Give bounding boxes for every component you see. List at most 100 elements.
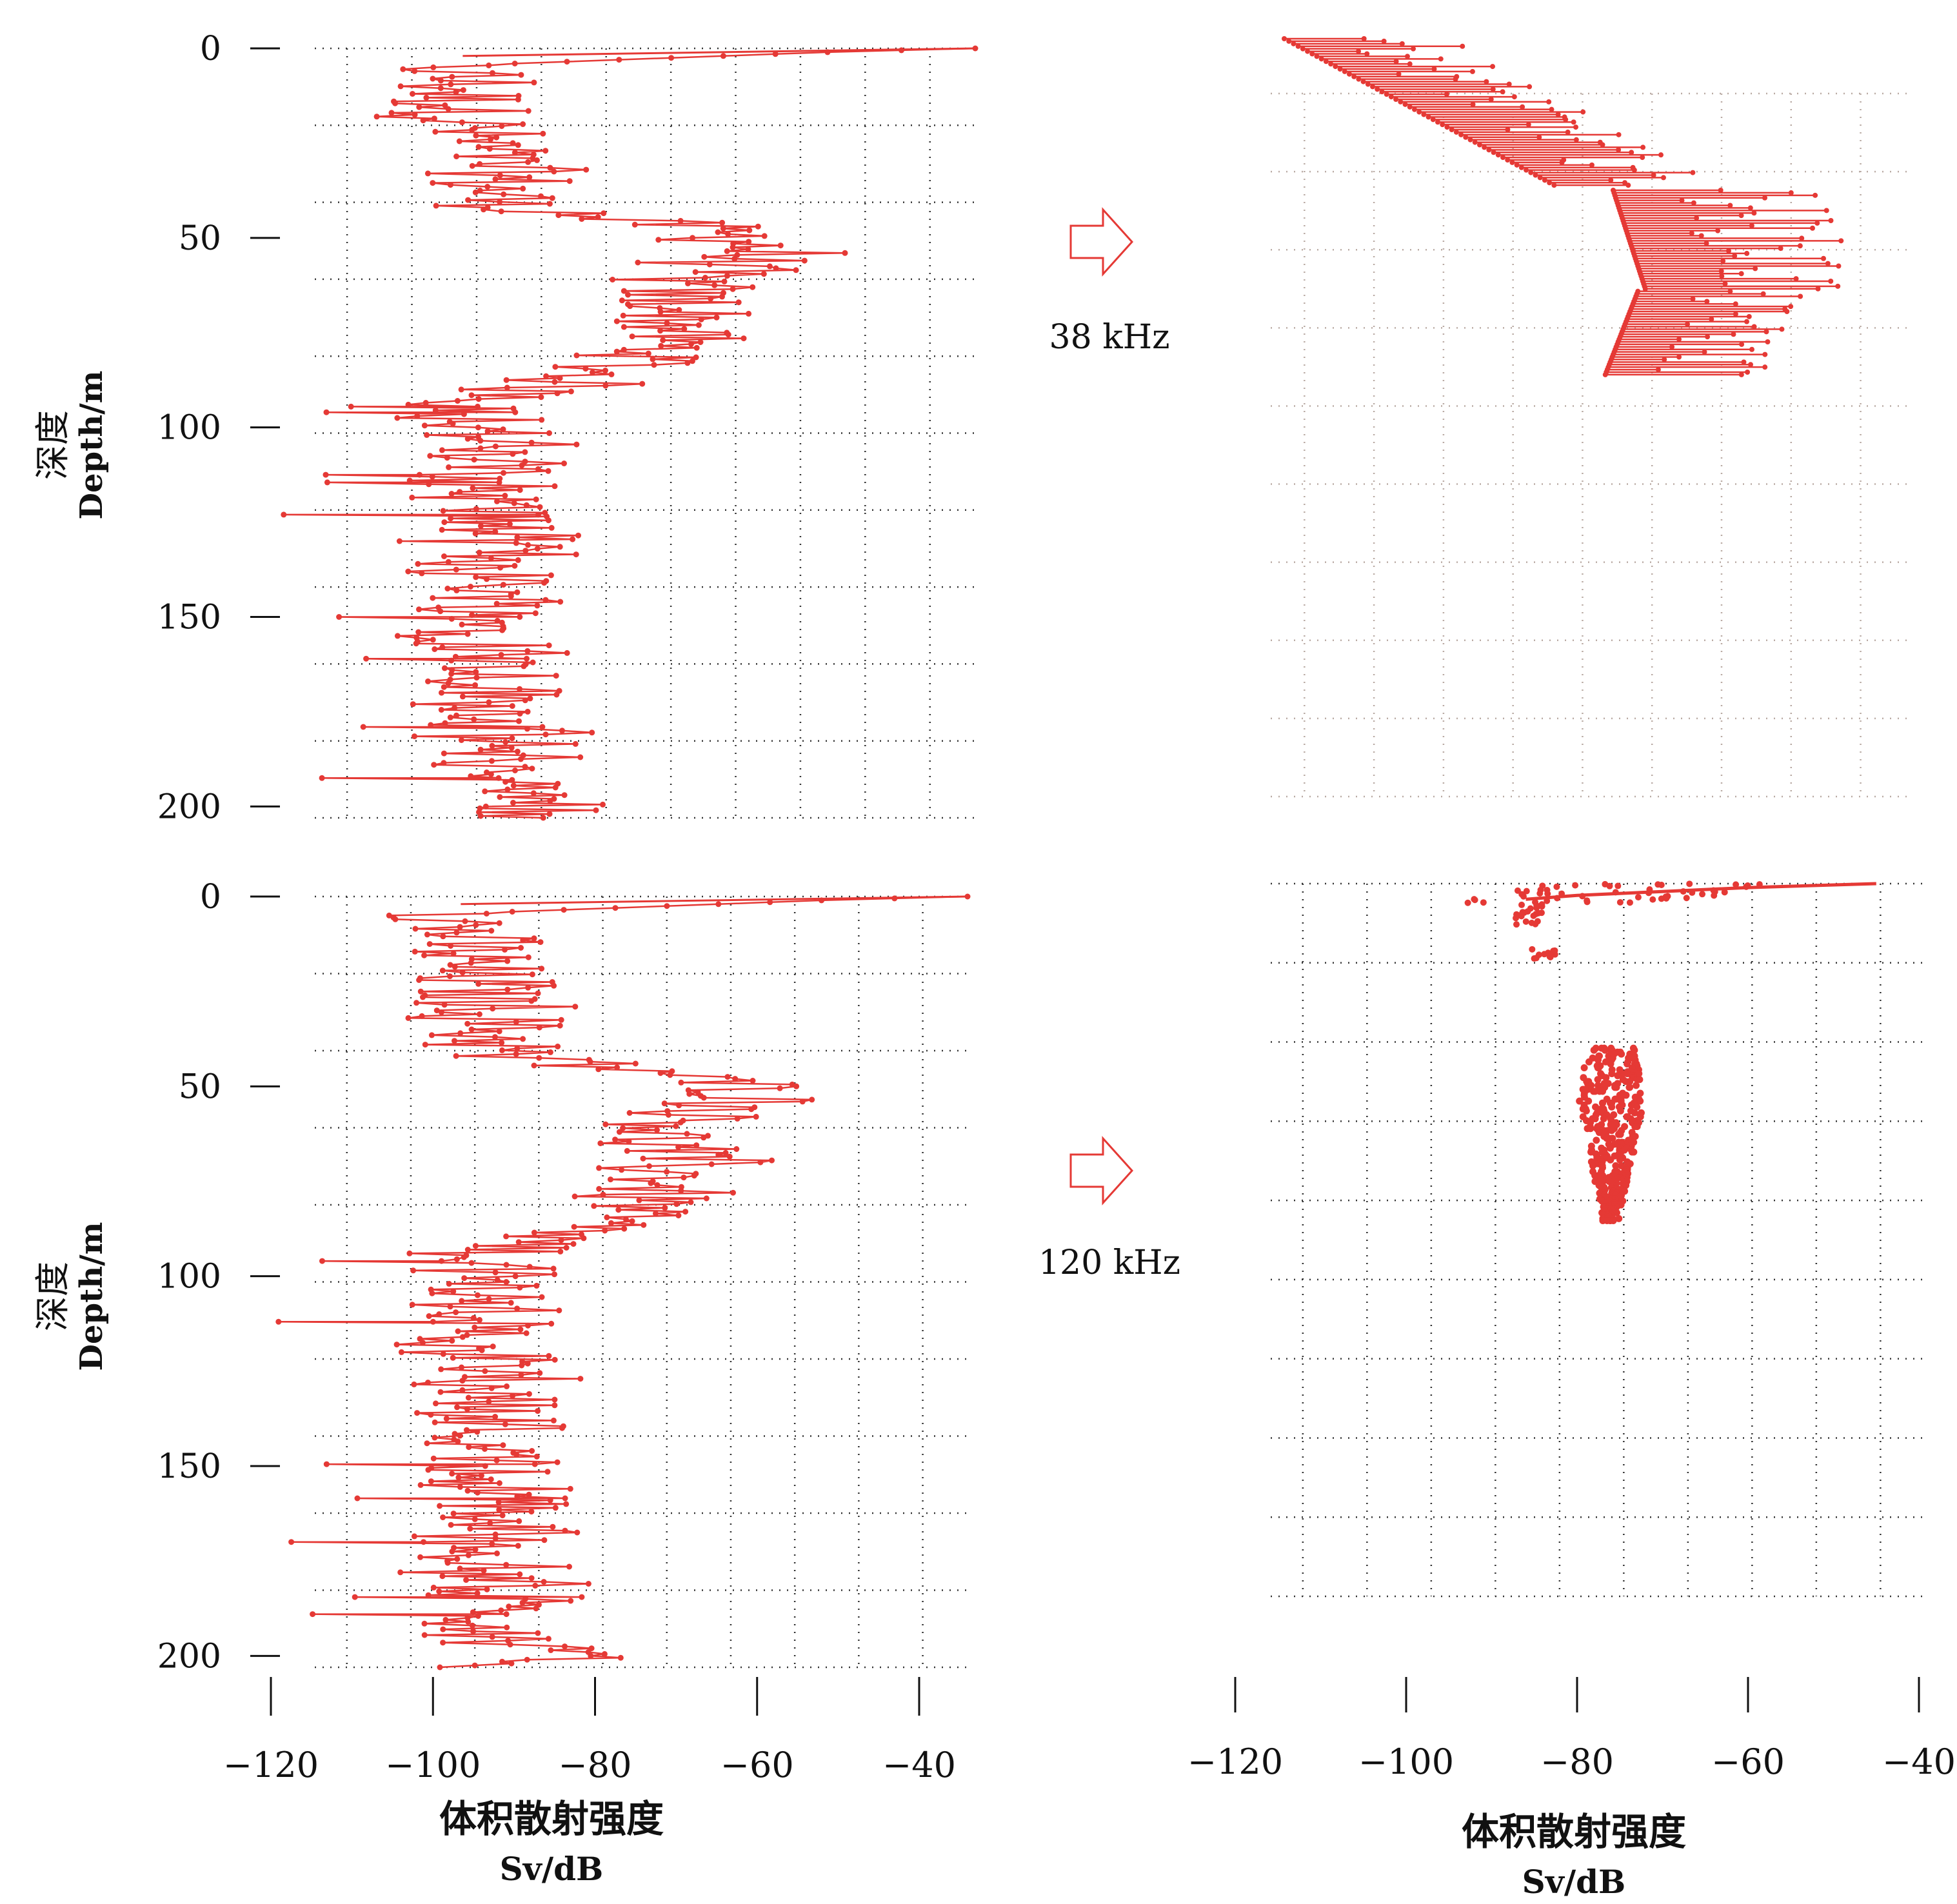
data-point (486, 1296, 492, 1302)
data-point (693, 1142, 700, 1149)
data-point (1660, 175, 1666, 181)
data-point (645, 350, 651, 357)
data-point (665, 1112, 671, 1118)
data-point (412, 948, 418, 955)
data-point (1411, 106, 1417, 112)
data-point (515, 1239, 522, 1245)
data-point (502, 739, 509, 745)
data-point (538, 394, 544, 401)
data-point (1636, 1097, 1644, 1105)
data-point (507, 1641, 513, 1648)
data-point (459, 969, 466, 976)
data-point (433, 1400, 439, 1407)
data-point (1554, 895, 1561, 902)
data-point (551, 1271, 557, 1278)
data-point (406, 477, 413, 484)
data-point (1482, 144, 1487, 150)
data-point (629, 1218, 635, 1224)
data-point (475, 980, 482, 987)
data-point (1404, 54, 1410, 59)
chart-bottom-left: 0 50 100 150 200 −120 −100 −80 −60 −40 (157, 878, 971, 1785)
data-point (474, 1489, 481, 1496)
data-point (495, 775, 502, 781)
data-point (531, 1229, 537, 1236)
data-point (470, 1628, 476, 1634)
data-point (1458, 132, 1464, 137)
data-point (488, 555, 494, 561)
data-point (1751, 210, 1757, 216)
data-point (635, 259, 641, 266)
data-point (587, 1058, 593, 1065)
data-point (577, 754, 584, 760)
data-point (524, 726, 530, 732)
data-point (546, 430, 552, 436)
data-point (583, 166, 590, 173)
data-point (619, 1167, 625, 1173)
data-point (440, 1626, 446, 1632)
data-point (621, 324, 627, 330)
data-point (551, 379, 558, 385)
data-point (459, 1364, 464, 1371)
data-point (600, 1191, 606, 1198)
data-point (700, 1135, 707, 1141)
data-point (529, 971, 535, 978)
data-point (1600, 142, 1605, 148)
data-point (463, 1577, 470, 1583)
data-point (489, 1541, 495, 1547)
data-point (595, 1066, 602, 1073)
data-point (1342, 68, 1347, 74)
x-axis-label-en-right: Sv/dB (1522, 1863, 1626, 1901)
data-point (585, 1581, 591, 1587)
data-point (510, 800, 516, 806)
data-point (348, 403, 354, 410)
x-tick-label: −100 (1358, 1741, 1454, 1782)
data-point (473, 669, 479, 675)
data-point (720, 225, 726, 232)
y-tick-label: 150 (157, 599, 221, 637)
data-point (488, 136, 493, 143)
data-point (1584, 897, 1591, 904)
data-point (1587, 1125, 1594, 1133)
data-point (1751, 324, 1757, 330)
data-point (1828, 218, 1834, 223)
data-point (620, 312, 626, 319)
data-point (448, 515, 454, 522)
data-point (730, 244, 736, 250)
data-point (1579, 893, 1586, 900)
data-point (501, 470, 506, 476)
data-point (753, 1113, 759, 1120)
data-point (1600, 1115, 1607, 1122)
data-point (424, 170, 431, 177)
data-point (708, 295, 714, 302)
data-point (1585, 1058, 1593, 1066)
data-point (512, 409, 519, 415)
data-point (1484, 79, 1489, 84)
data-point (499, 1047, 505, 1053)
data-point (1690, 296, 1696, 302)
data-point (1594, 1076, 1602, 1084)
data-point (481, 206, 487, 213)
data-point (1612, 1162, 1620, 1169)
data-point (746, 227, 753, 233)
data-point (537, 939, 544, 946)
data-point (801, 257, 808, 264)
data-point (432, 128, 439, 135)
data-point (562, 1495, 568, 1502)
data-point (518, 945, 524, 951)
data-point (1823, 208, 1829, 213)
data-point (482, 788, 488, 795)
data-point (1821, 255, 1827, 261)
data-point (1733, 301, 1738, 307)
data-point (484, 428, 491, 435)
data-point (567, 1485, 573, 1492)
data-point (465, 1552, 472, 1558)
data-point (1580, 1064, 1588, 1072)
data-point (452, 1431, 458, 1437)
data-point (608, 1220, 614, 1226)
data-point (476, 550, 482, 556)
data-point (1513, 921, 1520, 928)
data-point (455, 1474, 462, 1481)
data-point (473, 922, 479, 928)
data-point (548, 1647, 554, 1653)
data-point (499, 1658, 505, 1665)
